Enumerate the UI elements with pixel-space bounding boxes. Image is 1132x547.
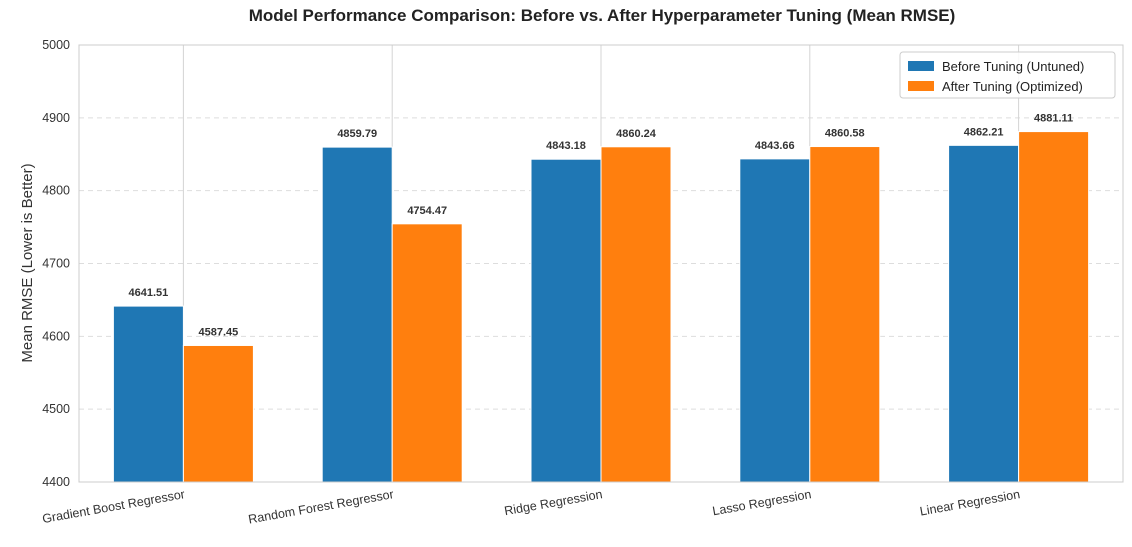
chart-title: Model Performance Comparison: Before vs.… (249, 6, 956, 25)
data-label: 4860.58 (825, 128, 865, 140)
bar-after-tuning (182, 344, 254, 483)
bar-before-tuning (948, 144, 1020, 483)
legend-box (899, 51, 1116, 99)
legend: Before Tuning (Untuned) After Tuning (Opt… (899, 51, 1116, 99)
legend-swatch (908, 81, 934, 91)
y-axis-ticks: 4400 4500 4600 4700 4800 4900 5000 (42, 38, 70, 489)
data-label: 4587.45 (199, 326, 239, 338)
bar-before-tuning (321, 146, 393, 483)
bar-after-tuning (1018, 131, 1090, 483)
data-labels: 4641.51 4587.45 4859.79 4754.47 4843.18 4860.… (129, 113, 1074, 339)
y-axis-label: Mean RMSE (Lower is Better) (19, 163, 36, 362)
y-tick-label: 4900 (42, 111, 70, 125)
y-tick-label: 4400 (42, 475, 70, 489)
bar-before-tuning (739, 158, 811, 483)
data-label: 4881.11 (1034, 113, 1073, 125)
y-tick-label: 4700 (42, 257, 70, 271)
data-label: 4859.79 (337, 128, 377, 140)
y-tick-label: 5000 (42, 38, 70, 52)
bar-after-tuning (809, 146, 881, 483)
data-label: 4754.47 (407, 205, 447, 217)
data-label: 4843.66 (755, 140, 795, 152)
data-label: 4860.24 (616, 128, 657, 140)
plot-frame (78, 44, 1124, 483)
bar-after-tuning (391, 223, 463, 483)
legend-swatch (908, 61, 934, 71)
y-tick-label: 4600 (42, 329, 70, 343)
y-tick-label: 4500 (42, 402, 70, 416)
legend-label: After Tuning (Optimized) (942, 79, 1083, 94)
data-label: 4843.18 (546, 140, 586, 152)
data-label: 4862.21 (964, 126, 1004, 138)
data-label: 4641.51 (129, 287, 169, 299)
bars-layer (112, 131, 1090, 483)
legend-label: Before Tuning (Untuned) (942, 59, 1084, 74)
y-tick-label: 4800 (42, 184, 70, 198)
bar-before-tuning (112, 305, 184, 483)
bar-after-tuning (600, 146, 672, 483)
bar-before-tuning (530, 158, 602, 483)
